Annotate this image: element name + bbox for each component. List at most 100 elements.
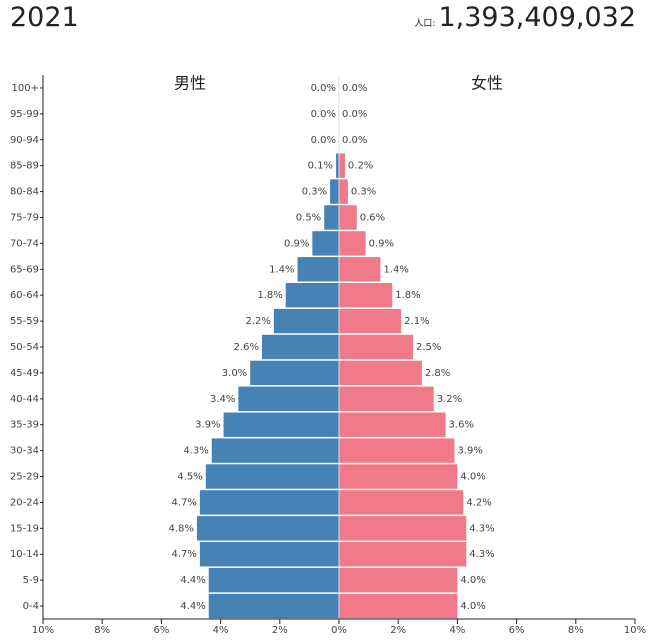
age-group-label: 50-54: [10, 342, 39, 353]
male-bar: [273, 308, 339, 334]
male-value-label: 0.5%: [296, 212, 321, 223]
male-value-label: 0.9%: [284, 238, 309, 249]
population-display: 人口: 1,393,409,032: [414, 2, 636, 33]
age-group-label: 5-9: [23, 575, 39, 586]
male-bar: [312, 231, 339, 256]
male-bar: [199, 542, 339, 567]
female-value-label: 0.6%: [360, 212, 385, 223]
male-bar: [238, 386, 339, 412]
male-value-label: 4.3%: [183, 446, 208, 457]
male-value-label: 4.5%: [177, 472, 202, 483]
female-value-label: 4.0%: [460, 575, 485, 586]
female-bar: [339, 179, 348, 204]
male-value-label: 0.1%: [308, 161, 333, 172]
female-bar: [339, 282, 393, 308]
female-value-label: 0.3%: [351, 187, 376, 198]
age-group-label: 100+: [12, 83, 39, 94]
male-value-label: 3.9%: [195, 420, 220, 431]
age-group-label: 80-84: [10, 187, 39, 198]
age-group-label: 15-19: [10, 523, 39, 534]
male-value-label: 0.0%: [311, 109, 336, 120]
male-bar: [297, 257, 339, 282]
male-title: 男性: [174, 74, 206, 93]
male-value-label: 1.4%: [269, 264, 294, 275]
x-tick-label: 0%: [331, 625, 347, 636]
female-value-label: 4.3%: [469, 549, 494, 560]
male-bar: [199, 490, 339, 515]
male-bar: [262, 334, 339, 360]
year-title: 2021: [10, 2, 79, 33]
age-group-label: 55-59: [10, 316, 39, 327]
age-group-label: 65-69: [10, 264, 39, 275]
male-value-label: 2.2%: [245, 316, 270, 327]
male-value-label: 0.3%: [302, 187, 327, 198]
age-group-label: 20-24: [10, 497, 39, 508]
x-tick-label: 8%: [568, 625, 584, 636]
female-bar: [339, 334, 413, 360]
age-group-label: 40-44: [10, 394, 39, 405]
female-title: 女性: [471, 74, 503, 93]
male-bar: [208, 593, 339, 619]
age-group-label: 10-14: [10, 549, 39, 560]
male-value-label: 4.7%: [171, 549, 196, 560]
female-value-label: 1.8%: [395, 290, 420, 301]
male-bar: [285, 282, 339, 308]
female-value-label: 0.9%: [369, 238, 394, 249]
population-value: 1,393,409,032: [438, 2, 636, 33]
age-group-label: 75-79: [10, 212, 39, 223]
female-bar: [339, 516, 467, 541]
male-value-label: 0.0%: [311, 83, 336, 94]
age-group-label: 90-94: [10, 135, 39, 146]
male-value-label: 4.4%: [180, 601, 205, 612]
x-tick-label: 6%: [509, 625, 525, 636]
female-bar: [339, 386, 434, 412]
female-bar: [339, 490, 464, 515]
male-value-label: 3.0%: [222, 368, 247, 379]
female-bar: [339, 438, 455, 463]
female-bar: [339, 205, 357, 230]
female-value-label: 4.0%: [460, 472, 485, 483]
x-tick-label: 2%: [390, 625, 406, 636]
male-bar: [250, 360, 339, 386]
x-tick-label: 8%: [94, 625, 110, 636]
male-value-label: 3.4%: [210, 394, 235, 405]
x-tick-label: 4%: [213, 625, 229, 636]
age-group-label: 35-39: [10, 420, 39, 431]
x-tick-label: 10%: [32, 625, 54, 636]
x-tick-label: 10%: [624, 625, 646, 636]
male-bar: [205, 464, 339, 489]
female-value-label: 3.2%: [437, 394, 462, 405]
male-value-label: 0.0%: [311, 135, 336, 146]
female-bar: [339, 567, 458, 593]
female-value-label: 3.6%: [449, 420, 474, 431]
male-value-label: 4.8%: [169, 523, 194, 534]
age-group-label: 85-89: [10, 161, 39, 172]
female-value-label: 0.2%: [348, 161, 373, 172]
age-group-label: 45-49: [10, 368, 39, 379]
female-value-label: 1.4%: [383, 264, 408, 275]
female-bar: [339, 542, 467, 567]
female-value-label: 2.5%: [416, 342, 441, 353]
male-bar: [196, 516, 339, 541]
female-value-label: 0.0%: [342, 135, 367, 146]
female-bar: [339, 464, 458, 489]
female-bar: [339, 360, 422, 386]
female-bar: [339, 593, 458, 619]
male-bar: [211, 438, 339, 463]
male-bar: [330, 179, 339, 204]
male-bar: [223, 412, 339, 437]
female-value-label: 3.9%: [457, 446, 482, 457]
age-group-label: 60-64: [10, 290, 39, 301]
male-value-label: 2.6%: [234, 342, 259, 353]
female-bar: [339, 412, 446, 437]
x-tick-label: 4%: [449, 625, 465, 636]
female-bar: [339, 257, 381, 282]
female-value-label: 2.8%: [425, 368, 450, 379]
male-value-label: 4.7%: [171, 497, 196, 508]
age-group-label: 0-4: [23, 601, 39, 612]
female-bar: [339, 231, 366, 256]
male-value-label: 1.8%: [257, 290, 282, 301]
female-value-label: 4.3%: [469, 523, 494, 534]
x-tick-label: 6%: [153, 625, 169, 636]
